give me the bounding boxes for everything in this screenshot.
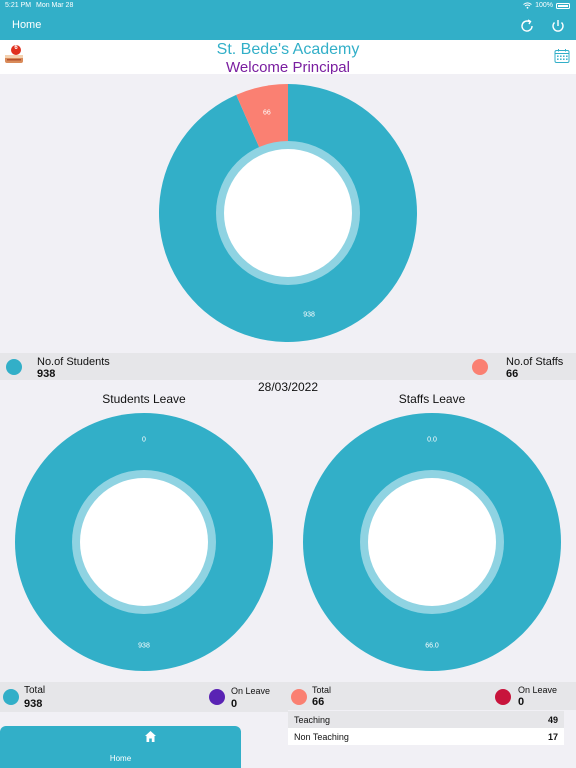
refresh-icon[interactable] <box>518 17 536 35</box>
students-leave-title: Students Leave <box>102 392 186 406</box>
staffs-leave-donut-chart: 66.0 0.0 <box>303 413 561 671</box>
staffs-onleave-label: On Leave <box>518 685 558 695</box>
main-chart-label-1: 66 <box>263 110 271 117</box>
birthday-cake-icon[interactable] <box>3 43 25 65</box>
nav-bar: Home <box>0 12 576 40</box>
teaching-value: 49 <box>547 715 558 725</box>
battery-icon <box>556 2 570 9</box>
staffs-onleave-value: 0 <box>518 696 525 708</box>
legend-dot-students-total <box>3 689 19 705</box>
legend-dot-staffs-total <box>291 689 307 705</box>
wifi-icon <box>523 2 532 9</box>
non-teaching-label: Non Teaching <box>294 732 349 742</box>
staffs-total-label: Total <box>312 685 332 695</box>
legend-staffs-label: No.of Staffs <box>506 356 564 368</box>
students-leave-legend: Total 938 On Leave 0 <box>0 682 288 712</box>
status-date: Mon Mar 28 <box>36 2 74 9</box>
school-name: St. Bede's Academy <box>216 41 360 58</box>
students-chart-center-hole <box>80 478 208 606</box>
legend-staffs-value: 66 <box>506 368 519 380</box>
staffs-leave-title: Staffs Leave <box>398 392 466 406</box>
legend-dot-students-onleave <box>209 689 225 705</box>
staffs-chart-label-1: 0.0 <box>427 437 437 444</box>
status-right: 100% <box>523 2 570 9</box>
main-legend: No.of Students 938 No.of Staffs 66 <box>0 353 576 380</box>
report-date: 28/03/2022 <box>257 380 319 394</box>
staffs-leave-legend: Total 66 On Leave 0 <box>288 682 576 710</box>
battery-percent: 100% <box>535 2 553 9</box>
status-time: 5:21 PM <box>5 2 32 9</box>
students-onleave-value: 0 <box>231 698 238 710</box>
power-icon[interactable] <box>549 17 567 35</box>
tab-home-label: Home <box>109 754 132 763</box>
home-icon <box>145 731 156 742</box>
students-chart-label-1: 0 <box>142 437 146 444</box>
legend-students-label: No.of Students <box>37 356 110 368</box>
students-leave-donut-chart: 938 0 <box>15 413 273 671</box>
nav-title: Home <box>12 19 42 31</box>
calendar-icon[interactable] <box>554 48 570 64</box>
students-chart-label-0: 938 <box>138 643 150 650</box>
teaching-label: Teaching <box>294 715 331 725</box>
legend-dot-staffs <box>472 359 488 375</box>
students-onleave-label: On Leave <box>231 686 271 696</box>
students-staffs-donut-chart: 938 66 <box>158 84 417 342</box>
list-item-non-teaching: Non Teaching 17 <box>288 728 564 745</box>
staffs-chart-center-hole <box>368 478 496 606</box>
legend-students-value: 938 <box>37 368 56 380</box>
students-total-value: 938 <box>24 698 43 710</box>
main-chart-label-0: 938 <box>303 311 315 318</box>
non-teaching-value: 17 <box>547 732 558 742</box>
staffs-total-value: 66 <box>312 696 325 708</box>
tab-home[interactable]: Home <box>0 726 241 768</box>
main-chart-center-hole <box>224 149 352 277</box>
welcome-text: Welcome Principal <box>226 59 350 74</box>
list-item-teaching: Teaching 49 <box>288 711 564 728</box>
legend-dot-students <box>6 359 22 375</box>
birthday-badge: 6 <box>14 45 18 51</box>
staffs-chart-label-0: 66.0 <box>425 643 439 650</box>
status-bar: 5:21 PM Mon Mar 28 100% <box>0 0 576 12</box>
legend-dot-staffs-onleave <box>495 689 511 705</box>
header: 6 St. Bede's Academy Welcome Principal <box>0 40 576 74</box>
students-total-label: Total <box>24 685 46 696</box>
